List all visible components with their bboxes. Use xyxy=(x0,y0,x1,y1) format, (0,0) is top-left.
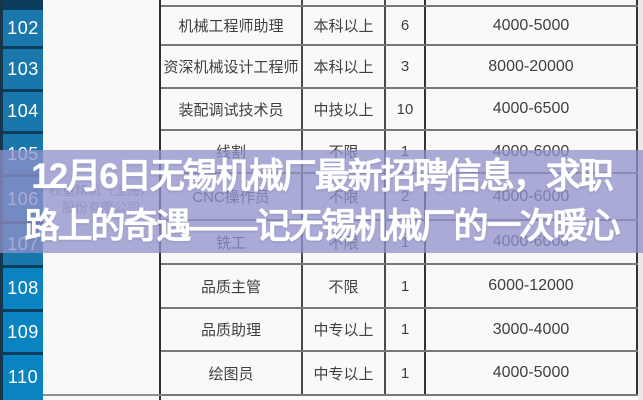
salary-cell: 4000-5000 xyxy=(426,352,638,394)
education-cell: 本科以上 xyxy=(303,7,386,44)
job-title-cell: 资深机械设计工程师 xyxy=(161,46,303,87)
job-title-cell xyxy=(161,0,303,5)
education-cell xyxy=(303,0,386,5)
education-cell: 中技以上 xyxy=(303,89,386,129)
job-title-cell: 品质助理 xyxy=(161,309,303,350)
education-cell: 中专以上 xyxy=(303,352,386,394)
salary-cell: 4000-5000 xyxy=(426,7,638,44)
headline-line-2: 路上的奇遇——记无锡机械厂的一次暖心 xyxy=(24,206,620,246)
job-title-cell: 装配调试技术员 xyxy=(161,89,303,129)
job-title-cell: 品质主管 xyxy=(161,265,303,307)
education-cell: 中专以上 xyxy=(303,309,386,350)
education-cell: 不限 xyxy=(303,265,386,307)
salary-cell: 4000-6500 xyxy=(426,89,638,129)
headcount-cell: 10 xyxy=(386,89,426,129)
headcount-cell: 3 xyxy=(386,46,426,87)
row-header-cell: 104 xyxy=(0,92,43,134)
headcount-cell: 1 xyxy=(386,352,426,394)
row-header-cell: 108 xyxy=(0,268,43,312)
table-row-partial xyxy=(161,0,638,7)
headline-line-1: 12月6日无锡机械厂最新招聘信息，求职 xyxy=(31,156,613,196)
row-header-cell: 102 xyxy=(0,10,43,49)
row-header-cell: 109 xyxy=(0,312,43,355)
job-title-cell: 机械工程师助理 xyxy=(161,7,303,44)
row-header-cell xyxy=(0,0,43,10)
table-row-110: 绘图员 中专以上 1 4000-5000 xyxy=(161,352,638,396)
salary-cell: 6000-12000 xyxy=(426,265,638,307)
row-header-cell: 110 xyxy=(0,355,43,400)
headcount-cell: 6 xyxy=(386,7,426,44)
table-bottom-divider xyxy=(43,394,161,396)
headcount-cell: 1 xyxy=(386,309,426,350)
education-cell: 本科以上 xyxy=(303,46,386,87)
table-row-108: 品质主管 不限 1 6000-12000 xyxy=(161,265,638,309)
table-row-102: 机械工程师助理 本科以上 6 4000-5000 xyxy=(161,7,638,46)
row-header-cell: 103 xyxy=(0,49,43,92)
headline-overlay: 12月6日无锡机械厂最新招聘信息，求职 路上的奇遇——记无锡机械厂的一次暖心 xyxy=(0,150,643,253)
table-row-109: 品质助理 中专以上 1 3000-4000 xyxy=(161,309,638,352)
salary-cell: 3000-4000 xyxy=(426,309,638,350)
table-row-103: 资深机械设计工程师 本科以上 3 8000-20000 xyxy=(161,46,638,89)
job-title-cell: 绘图员 xyxy=(161,352,303,394)
headcount-cell: 1 xyxy=(386,265,426,307)
headcount-cell xyxy=(386,0,426,5)
table-row-104: 装配调试技术员 中技以上 10 4000-6500 xyxy=(161,89,638,131)
salary-cell: 8000-20000 xyxy=(426,46,638,87)
salary-cell xyxy=(426,0,638,5)
